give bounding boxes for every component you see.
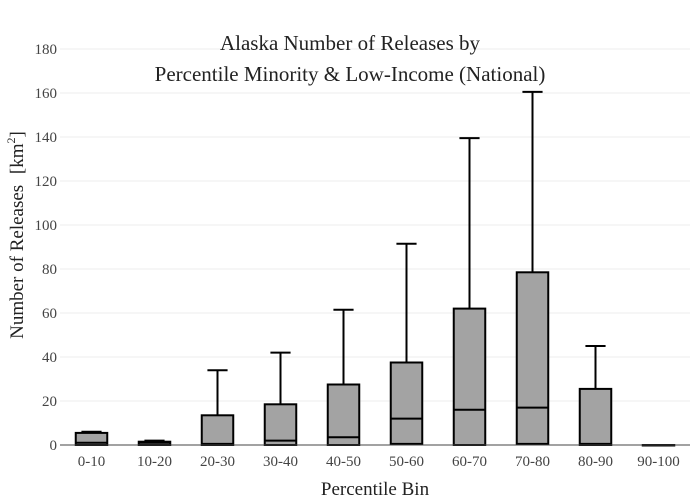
box-10-20 bbox=[137, 439, 172, 447]
box-40-50 bbox=[326, 308, 361, 446]
x-axis-label: Percentile Bin bbox=[321, 479, 430, 500]
chart-title-line2: Percentile Minority & Low-Income (Nation… bbox=[155, 62, 546, 86]
y-tick-label: 140 bbox=[35, 130, 58, 146]
y-tick-label: 120 bbox=[35, 174, 58, 190]
y-tick-label: 80 bbox=[42, 262, 57, 278]
box-80-90 bbox=[578, 345, 613, 446]
box-iqr bbox=[389, 361, 424, 445]
x-tick-labels: 0-10 10-20 20-30 30-40 40-50 50-60 60-70 70-80 8… bbox=[78, 454, 680, 470]
y-axis-unit-suffix: ] bbox=[7, 131, 28, 137]
gridlines bbox=[60, 48, 690, 402]
y-tick-label: 40 bbox=[42, 350, 57, 366]
x-tick-label: 90-100 bbox=[637, 454, 680, 470]
box-20-30 bbox=[200, 369, 235, 446]
x-tick-label: 40-50 bbox=[326, 454, 361, 470]
x-tick-label: 70-80 bbox=[515, 454, 550, 470]
box-iqr bbox=[326, 383, 361, 446]
y-axis-label-text: Number of Releases bbox=[7, 185, 28, 339]
box-iqr bbox=[263, 403, 298, 446]
box-60-70 bbox=[452, 137, 487, 446]
x-tick-label: 50-60 bbox=[389, 454, 424, 470]
x-tick-label: 30-40 bbox=[263, 454, 298, 470]
x-tick-label: 20-30 bbox=[200, 454, 235, 470]
box-30-40 bbox=[263, 351, 298, 446]
y-tick-label: 180 bbox=[35, 42, 58, 58]
y-tick-label: 20 bbox=[42, 394, 57, 410]
box-0-10 bbox=[74, 430, 109, 446]
box-iqr bbox=[578, 387, 613, 446]
y-axis-unit-sup: 2 bbox=[4, 137, 18, 143]
x-tick-label: 80-90 bbox=[578, 454, 613, 470]
chart-title-line1: Alaska Number of Releases by bbox=[220, 31, 481, 55]
box-50-60 bbox=[389, 242, 424, 445]
x-tick-label: 60-70 bbox=[452, 454, 487, 470]
box-iqr bbox=[200, 414, 235, 446]
box-plots bbox=[74, 90, 676, 447]
box-70-80 bbox=[515, 90, 550, 445]
y-tick-labels: 0 20 40 60 80 100 120 140 160 180 bbox=[35, 42, 58, 454]
box-iqr bbox=[515, 271, 550, 445]
y-axis-label: Number of Releases [km2] bbox=[4, 131, 28, 339]
y-tick-label: 100 bbox=[35, 218, 58, 234]
y-tick-label: 0 bbox=[50, 438, 58, 454]
y-tick-label: 60 bbox=[42, 306, 57, 322]
box-iqr bbox=[452, 307, 487, 446]
y-tick-label: 160 bbox=[35, 86, 58, 102]
y-axis-unit-prefix: [km bbox=[7, 143, 28, 174]
x-tick-label: 0-10 bbox=[78, 454, 106, 470]
x-tick-label: 10-20 bbox=[137, 454, 172, 470]
